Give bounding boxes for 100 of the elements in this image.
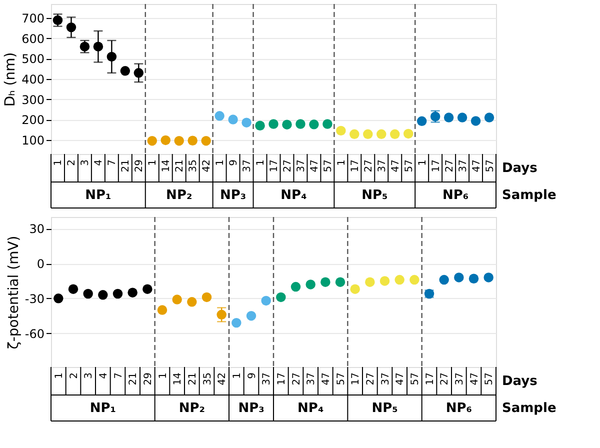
y-tick-label: 0 — [36, 257, 44, 272]
x-tick-label: 29 — [142, 372, 154, 386]
y-tick-label: -30 — [24, 292, 44, 306]
point — [296, 119, 306, 129]
x-tick-label: 47 — [320, 372, 332, 386]
point — [470, 116, 481, 126]
text: NP₄ — [298, 401, 324, 416]
x-axis-title: Days — [502, 374, 538, 389]
point — [444, 112, 454, 122]
x-tick-label: 9 — [228, 160, 240, 166]
point — [403, 128, 414, 139]
point — [380, 276, 390, 286]
x-tick-label: 17 — [430, 160, 442, 172]
x-tick-label: 42 — [217, 372, 228, 386]
point — [201, 136, 211, 146]
point — [394, 274, 404, 285]
x-tick-label: 37 — [306, 372, 318, 386]
point — [376, 129, 386, 139]
x-tick-label: 14 — [172, 372, 184, 386]
x-tick-label: 17 — [350, 160, 361, 172]
x-tick-label: 2 — [66, 160, 78, 166]
text: NP₂ — [166, 188, 192, 203]
point — [214, 111, 224, 121]
point — [54, 294, 64, 304]
point — [228, 114, 238, 124]
x-tick-label: 57 — [322, 160, 334, 172]
text: NP₂ — [178, 401, 205, 416]
x-axis-title: Days — [502, 161, 538, 176]
point — [322, 119, 332, 129]
x-tick-label: 17 — [424, 372, 436, 386]
point — [416, 116, 427, 126]
x-tick-label: 1 — [148, 160, 159, 166]
text: NP₅ — [372, 401, 398, 416]
x-tick-label: 42 — [202, 160, 213, 172]
y-axis-title: Dₕ (nm) — [2, 52, 19, 107]
point — [336, 126, 346, 136]
text: NP₃ — [238, 401, 264, 416]
point — [390, 129, 400, 139]
x-tick-label: 57 — [336, 372, 347, 386]
x-tick-label: 35 — [202, 372, 214, 386]
x-tick-label: 57 — [484, 160, 496, 172]
x-tick-label: 27 — [365, 372, 376, 386]
point — [142, 284, 152, 294]
x-tick-label: 37 — [296, 160, 307, 172]
point — [246, 310, 256, 321]
point — [242, 118, 252, 128]
x-tick-label: 47 — [309, 160, 320, 172]
point — [306, 280, 316, 290]
point — [112, 288, 123, 299]
x-tick-label: 47 — [395, 372, 406, 386]
text: NP₆ — [446, 401, 472, 416]
point — [202, 292, 212, 302]
point — [457, 112, 468, 122]
point — [98, 290, 108, 300]
point — [454, 272, 464, 282]
x-tick-label: 7 — [113, 372, 124, 379]
point — [83, 288, 93, 299]
point — [276, 292, 286, 302]
x-tick-label: 2 — [68, 372, 80, 379]
x-tick-label: 7 — [107, 160, 118, 166]
x-tick-label: 37 — [242, 160, 254, 172]
y-tick-label: 200 — [22, 113, 44, 128]
point — [188, 136, 198, 146]
x-tick-label: 17 — [350, 372, 362, 386]
x-tick-label: 37 — [458, 160, 469, 172]
x-tick-label: 3 — [84, 372, 95, 379]
x-tick-label: 17 — [269, 160, 280, 172]
point — [160, 135, 170, 146]
point — [290, 282, 301, 292]
x-tick-label: 37 — [380, 372, 392, 386]
point — [255, 120, 265, 130]
x-tick-label: 37 — [454, 372, 466, 386]
x-tick-label: 37 — [376, 160, 388, 172]
x-tick-label: 57 — [404, 160, 415, 172]
point — [128, 288, 138, 298]
x-tick-label: 1 — [256, 160, 267, 166]
text: NP₆ — [442, 188, 469, 203]
x-tick-label: 9 — [246, 372, 258, 379]
point — [174, 136, 184, 146]
y-tick-label: 700 — [22, 12, 44, 26]
text: NP₁ — [85, 188, 112, 203]
text: NP₄ — [280, 188, 308, 203]
x-tick-label: 3 — [80, 160, 92, 166]
point — [350, 284, 360, 294]
x-tick-label: 57 — [410, 372, 421, 386]
x-tick-label: 27 — [291, 372, 302, 386]
x-tick-label: 1 — [53, 160, 64, 166]
x-tick-label: 1 — [232, 372, 243, 379]
point — [232, 318, 242, 328]
x-tick-label: 27 — [282, 160, 294, 172]
x-tick-label: 1 — [417, 160, 428, 166]
point — [410, 274, 420, 285]
y-tick-label: 30 — [29, 222, 44, 236]
x-tick-label: 21 — [187, 372, 198, 386]
text: NP₅ — [362, 188, 388, 203]
point — [363, 129, 373, 139]
text: NP₁ — [90, 401, 116, 416]
point — [320, 277, 330, 287]
point — [172, 294, 182, 304]
point — [268, 119, 278, 129]
